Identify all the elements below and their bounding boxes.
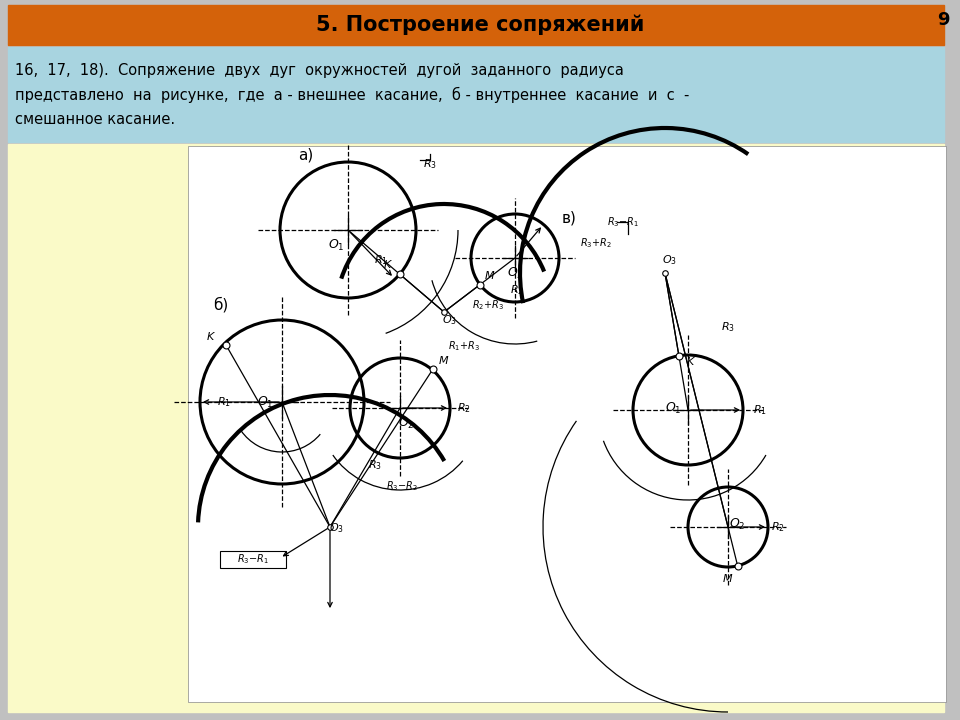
Text: $R_3{+}R_2$: $R_3{+}R_2$ xyxy=(580,236,612,250)
Bar xyxy=(8,5,944,45)
Text: б): б) xyxy=(213,297,228,312)
Text: $M$: $M$ xyxy=(485,269,495,281)
Bar xyxy=(188,146,946,702)
Text: $R_3$: $R_3$ xyxy=(423,157,437,171)
Text: представлено  на  рисунке,  где  а - внешнее  касание,  б - внутреннее  касание : представлено на рисунке, где а - внешнее… xyxy=(15,87,689,103)
Text: $O_1$: $O_1$ xyxy=(256,395,274,410)
Text: $R_1{+}R_3$: $R_1{+}R_3$ xyxy=(448,339,480,353)
Text: $O_2$: $O_2$ xyxy=(729,516,745,531)
Text: $M$: $M$ xyxy=(439,354,449,366)
Text: $K$: $K$ xyxy=(206,330,216,342)
Text: $R_1$: $R_1$ xyxy=(217,395,231,409)
Text: $O_2$: $O_2$ xyxy=(507,266,523,281)
Text: $R_3$: $R_3$ xyxy=(368,458,382,472)
Text: $R_2$: $R_2$ xyxy=(457,401,471,415)
Text: $K$: $K$ xyxy=(685,355,696,366)
Text: $O_3$: $O_3$ xyxy=(329,521,345,535)
Text: $R_3{-}R_2$: $R_3{-}R_2$ xyxy=(386,479,418,493)
Text: 9: 9 xyxy=(938,11,950,29)
Bar xyxy=(220,551,286,568)
Text: $M$: $M$ xyxy=(722,572,733,584)
Text: $R_2$: $R_2$ xyxy=(510,283,524,297)
Text: $O_1$: $O_1$ xyxy=(327,238,345,253)
Text: $O_1$: $O_1$ xyxy=(664,400,682,415)
Bar xyxy=(8,47,944,142)
Text: 5. Построение сопряжений: 5. Построение сопряжений xyxy=(316,14,644,35)
Text: $O_3$: $O_3$ xyxy=(443,313,458,327)
Bar xyxy=(8,144,944,712)
Text: $O_3$: $O_3$ xyxy=(662,253,678,267)
Text: $R_3{-}R_1$: $R_3{-}R_1$ xyxy=(607,215,639,229)
Text: в): в) xyxy=(562,210,577,225)
Text: $R_2{+}R_3$: $R_2{+}R_3$ xyxy=(472,298,504,312)
Text: $K$: $K$ xyxy=(383,258,393,270)
Text: $O_2$: $O_2$ xyxy=(397,415,414,431)
Text: смешанное касание.: смешанное касание. xyxy=(15,112,175,127)
Text: $R_1$: $R_1$ xyxy=(374,253,388,267)
Text: $R_2$: $R_2$ xyxy=(771,520,785,534)
Text: $R_1$: $R_1$ xyxy=(753,403,767,417)
Text: $R_3{-}R_1$: $R_3{-}R_1$ xyxy=(237,552,269,566)
Text: $R_3$: $R_3$ xyxy=(721,320,735,334)
Text: 16,  17,  18).  Сопряжение  двух  дуг  окружностей  дугой  заданного  радиуса: 16, 17, 18). Сопряжение двух дуг окружно… xyxy=(15,63,624,78)
Text: а): а) xyxy=(298,148,313,163)
